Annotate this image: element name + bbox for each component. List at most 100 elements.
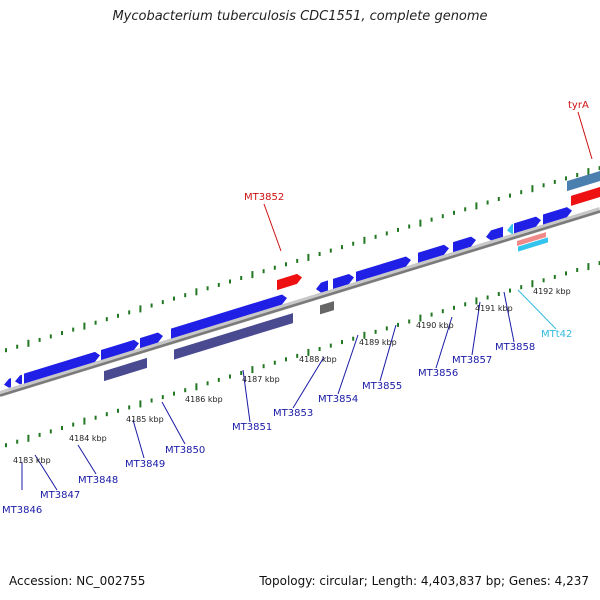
tick-mark: [5, 348, 7, 353]
gene-label[interactable]: MT3851: [232, 422, 272, 433]
gene-arrow[interactable]: [101, 339, 139, 360]
leader-line: [34, 454, 58, 491]
tick-mark: [83, 322, 86, 330]
gene-label[interactable]: MT3848: [78, 475, 118, 486]
tick-mark: [184, 388, 187, 393]
tick-mark: [285, 357, 287, 362]
tick-mark: [441, 309, 444, 314]
tick-mark: [251, 366, 254, 374]
gene-arrow[interactable]: [15, 374, 22, 385]
gene-label[interactable]: MT3853: [273, 408, 313, 419]
gene-arrow[interactable]: [4, 378, 11, 388]
leader-line: [435, 316, 453, 369]
tick-mark: [150, 303, 153, 308]
gene-arrow[interactable]: [418, 244, 449, 263]
gene-label[interactable]: MT3854: [318, 394, 358, 405]
tick-mark: [341, 340, 343, 345]
gene-label[interactable]: tyrA: [568, 100, 589, 111]
tick-mark: [397, 227, 399, 232]
gene-arrow[interactable]: [320, 301, 334, 315]
tick-mark: [497, 292, 500, 296]
gene-label[interactable]: MT3846: [2, 505, 42, 516]
gene-arrow[interactable]: [356, 256, 411, 282]
tick-mark: [262, 269, 265, 274]
map-title: Mycobacterium tuberculosis CDC1551, comp…: [112, 9, 488, 24]
scale-tick-label: 4184 kbp: [69, 434, 107, 443]
tick-mark: [352, 241, 355, 246]
tick-mark: [408, 319, 411, 324]
tick-mark: [217, 282, 220, 287]
tick-mark: [83, 417, 86, 425]
tick-mark: [363, 331, 366, 339]
gene-label[interactable]: MT3856: [418, 368, 458, 379]
gene-arrow[interactable]: [517, 232, 546, 246]
genome-backbone-shade: [0, 210, 600, 397]
gene-arrow[interactable]: [140, 332, 163, 349]
tick-mark: [531, 185, 534, 193]
gene-label[interactable]: MT3857: [452, 355, 492, 366]
tick-mark: [565, 271, 567, 276]
tick-mark: [128, 310, 131, 315]
label-leader-lines: [21, 111, 593, 491]
gene-label[interactable]: MT3847: [40, 490, 80, 501]
gene-arrow[interactable]: [567, 171, 600, 192]
tick-mark: [497, 197, 500, 201]
tick-mark: [509, 288, 511, 293]
scale-tick-label: 4189 kbp: [359, 338, 397, 347]
tick-mark: [531, 280, 534, 288]
gene-arrow[interactable]: [543, 207, 572, 225]
tick-mark: [363, 236, 366, 244]
leader-line: [503, 291, 515, 343]
tick-mark: [27, 339, 30, 347]
tick-mark: [72, 422, 75, 427]
tick-mark: [385, 231, 388, 236]
gene-label[interactable]: MT3858: [495, 342, 535, 353]
gene-arrow[interactable]: [171, 294, 287, 339]
tick-mark: [150, 398, 153, 403]
tick-mark: [329, 343, 332, 348]
gene-arrow[interactable]: [333, 274, 354, 289]
tick-mark: [296, 353, 299, 358]
gene-arrow[interactable]: [104, 357, 147, 382]
gene-arrow[interactable]: [486, 226, 503, 241]
gene-arrow[interactable]: [514, 216, 541, 234]
leader-line: [263, 203, 282, 252]
tick-mark: [587, 263, 590, 271]
gene-arrow[interactable]: [277, 273, 302, 291]
tick-mark: [139, 305, 142, 313]
gene-arrow[interactable]: [518, 237, 548, 252]
leader-line: [132, 419, 145, 459]
gene-arrow[interactable]: [507, 223, 513, 234]
tick-mark: [453, 210, 455, 215]
tick-mark: [542, 278, 545, 283]
tick-mark: [240, 276, 243, 280]
tick-mark: [475, 297, 478, 305]
gene-arrow[interactable]: [174, 313, 293, 360]
tick-mark: [341, 245, 343, 250]
tick-mark: [486, 200, 489, 205]
leader-line: [577, 111, 593, 160]
gene-labels[interactable]: MT3846MT3847MT3848MT3849MT3850MT3851MT38…: [2, 100, 589, 516]
gene-arrow[interactable]: [316, 280, 328, 293]
leader-line: [161, 401, 186, 445]
tick-mark: [576, 173, 579, 177]
gene-label[interactable]: MT3852: [244, 192, 284, 203]
tick-mark: [542, 183, 545, 188]
tick-mark: [161, 300, 164, 305]
gene-arrow[interactable]: [24, 351, 100, 384]
gene-label[interactable]: MTt42: [541, 329, 572, 340]
gene-arrow[interactable]: [571, 187, 600, 206]
gene-label[interactable]: MT3850: [165, 445, 205, 456]
tick-mark: [296, 258, 299, 263]
tick-mark: [117, 408, 119, 413]
tick-mark: [430, 217, 433, 222]
gene-label[interactable]: MT3849: [125, 459, 165, 470]
gene-arrow[interactable]: [453, 236, 476, 253]
topology-text: Topology: circular; Length: 4,403,837 bp…: [259, 574, 589, 588]
gene-features[interactable]: [4, 171, 600, 388]
tick-mark: [195, 288, 198, 296]
tick-mark: [453, 305, 455, 310]
tick-mark: [352, 336, 355, 341]
gene-label[interactable]: MT3855: [362, 381, 402, 392]
